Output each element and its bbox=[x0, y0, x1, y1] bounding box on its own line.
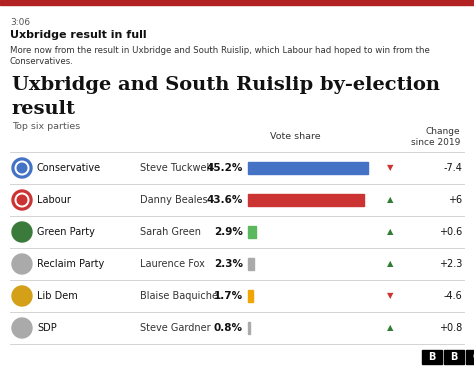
Text: Vote share: Vote share bbox=[270, 132, 320, 141]
Circle shape bbox=[12, 190, 32, 210]
Text: 1.7%: 1.7% bbox=[214, 291, 243, 301]
Text: SDP: SDP bbox=[37, 323, 57, 333]
Text: 2.3%: 2.3% bbox=[214, 259, 243, 269]
Text: Reclaim Party: Reclaim Party bbox=[37, 259, 104, 269]
Text: result: result bbox=[12, 100, 76, 118]
Text: 0.8%: 0.8% bbox=[214, 323, 243, 333]
Circle shape bbox=[17, 195, 27, 205]
Text: ▲: ▲ bbox=[387, 228, 393, 237]
Text: B: B bbox=[428, 352, 436, 362]
Text: Green Party: Green Party bbox=[37, 227, 95, 237]
Text: C: C bbox=[473, 352, 474, 362]
Circle shape bbox=[12, 318, 32, 338]
Bar bbox=[248, 226, 255, 238]
Text: Top six parties: Top six parties bbox=[12, 122, 80, 131]
Circle shape bbox=[12, 254, 32, 274]
Text: ▲: ▲ bbox=[387, 195, 393, 204]
Text: ▲: ▲ bbox=[387, 324, 393, 333]
Text: Danny Beales: Danny Beales bbox=[140, 195, 208, 205]
Circle shape bbox=[12, 222, 32, 242]
Bar bbox=[248, 194, 364, 206]
Text: ▼: ▼ bbox=[387, 164, 393, 172]
Text: Steve Tuckwell: Steve Tuckwell bbox=[140, 163, 212, 173]
Bar bbox=[466, 350, 474, 364]
Text: B: B bbox=[450, 352, 458, 362]
Text: Change: Change bbox=[425, 127, 460, 136]
Bar bbox=[248, 258, 254, 270]
Text: +6: +6 bbox=[448, 195, 462, 205]
Bar bbox=[248, 290, 253, 302]
Text: Conservative: Conservative bbox=[37, 163, 101, 173]
Text: Uxbridge and South Ruislip by-election: Uxbridge and South Ruislip by-election bbox=[12, 76, 440, 94]
Text: +0.8: +0.8 bbox=[439, 323, 462, 333]
Bar bbox=[248, 162, 368, 174]
Text: Steve Gardner: Steve Gardner bbox=[140, 323, 210, 333]
Text: since 2019: since 2019 bbox=[410, 138, 460, 147]
Text: -7.4: -7.4 bbox=[443, 163, 462, 173]
Bar bbox=[422, 350, 442, 364]
Text: 45.2%: 45.2% bbox=[207, 163, 243, 173]
Bar bbox=[0, 0, 474, 5]
Text: ▲: ▲ bbox=[387, 260, 393, 268]
Text: Conservatives.: Conservatives. bbox=[10, 57, 74, 66]
Text: 43.6%: 43.6% bbox=[207, 195, 243, 205]
Bar bbox=[248, 322, 250, 334]
Text: +0.6: +0.6 bbox=[439, 227, 462, 237]
Circle shape bbox=[15, 193, 29, 207]
Circle shape bbox=[17, 163, 27, 173]
Text: Lib Dem: Lib Dem bbox=[37, 291, 78, 301]
Text: -4.6: -4.6 bbox=[443, 291, 462, 301]
Text: Labour: Labour bbox=[37, 195, 71, 205]
Text: ▼: ▼ bbox=[387, 291, 393, 300]
Text: Laurence Fox: Laurence Fox bbox=[140, 259, 205, 269]
Circle shape bbox=[12, 158, 32, 178]
Text: Uxbridge result in full: Uxbridge result in full bbox=[10, 30, 146, 40]
Text: More now from the result in Uxbridge and South Ruislip, which Labour had hoped t: More now from the result in Uxbridge and… bbox=[10, 46, 430, 55]
Text: +2.3: +2.3 bbox=[438, 259, 462, 269]
Circle shape bbox=[15, 161, 29, 175]
Circle shape bbox=[12, 286, 32, 306]
Text: 2.9%: 2.9% bbox=[214, 227, 243, 237]
Bar bbox=[444, 350, 464, 364]
Text: Sarah Green: Sarah Green bbox=[140, 227, 201, 237]
Text: 3:06: 3:06 bbox=[10, 18, 30, 27]
Text: Blaise Baquiche: Blaise Baquiche bbox=[140, 291, 218, 301]
